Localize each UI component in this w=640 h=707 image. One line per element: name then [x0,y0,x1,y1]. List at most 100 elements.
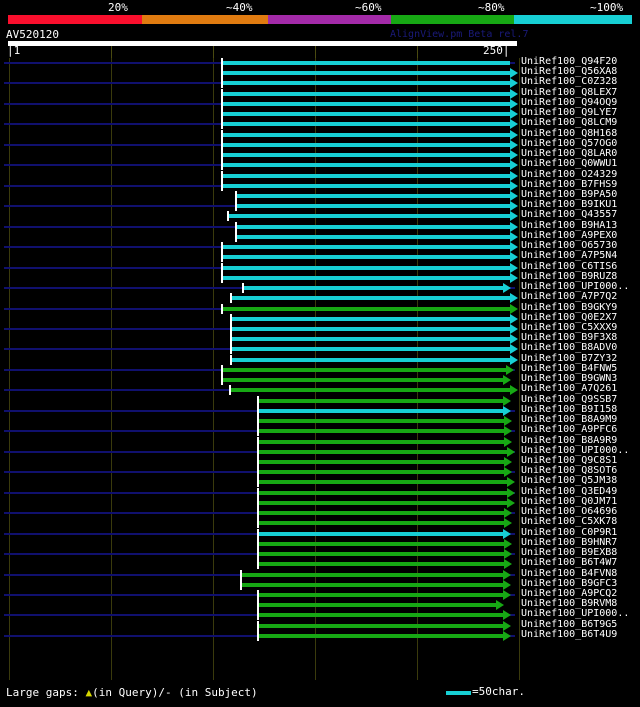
alignment-row[interactable]: UniRef100_B6T9G5 [0,618,640,631]
hsp-bar[interactable] [258,398,503,403]
alignment-row[interactable]: UniRef100_C0P9R1 [0,527,640,539]
hit-label[interactable]: UniRef100_B7ZY32 [521,352,618,364]
hit-label[interactable]: UniRef100_B4FVN8 [521,567,618,579]
hit-label[interactable]: UniRef100_B9F3X8 [521,332,618,344]
hit-label[interactable]: UniRef100_Q3ED49 [521,485,618,497]
hsp-bar[interactable] [258,429,504,434]
hit-label[interactable]: UniRef100_B6T9G5 [521,618,618,630]
alignment-row[interactable]: UniRef100_C5XK78 [0,516,640,529]
hsp-bar[interactable] [258,459,504,464]
hsp-bar[interactable] [222,101,510,106]
hsp-bar[interactable] [222,306,510,311]
hit-label[interactable]: UniRef100_C6TIS6 [521,260,618,272]
hsp-bar[interactable] [222,91,510,96]
alignment-row[interactable]: UniRef100_B4FNW5 [0,362,640,375]
alignment-row[interactable]: UniRef100_B9I158 [0,403,640,416]
hsp-bar[interactable] [231,357,510,362]
alignment-row[interactable]: UniRef100_C5XXX9 [0,322,640,334]
alignment-row[interactable]: UniRef100_A7P7Q2 [0,291,640,304]
hsp-bar[interactable] [258,490,507,495]
hit-label[interactable]: UniRef100_Q8LCM9 [521,117,618,129]
hit-label[interactable]: UniRef100_B9I158 [521,403,618,415]
hit-label[interactable]: UniRef100_Q57OG0 [521,137,618,149]
hsp-bar[interactable] [222,245,510,250]
hit-label[interactable]: UniRef100_A9PCQ2 [521,587,618,599]
hit-label[interactable]: UniRef100_Q9LYE7 [521,107,618,119]
alignment-row[interactable]: UniRef100_B9PA50 [0,189,640,201]
alignment-row[interactable]: UniRef100_Q5JM38 [0,475,640,488]
hit-label[interactable]: UniRef100_UPI000.. [521,444,630,456]
hsp-bar[interactable] [222,71,510,76]
hsp-bar[interactable] [258,613,503,618]
hsp-bar[interactable] [222,367,506,372]
alignment-row[interactable]: UniRef100_Q94OQ9 [0,97,640,109]
hit-label[interactable]: UniRef100_B9EXB8 [521,547,618,559]
alignment-row[interactable]: UniRef100_O64696 [0,506,640,519]
hsp-bar[interactable] [258,562,504,567]
hit-label[interactable]: UniRef100_B7FHS9 [521,178,618,190]
hsp-bar[interactable] [258,623,503,628]
alignment-row[interactable]: UniRef100_B7FHS9 [0,178,640,191]
hsp-bar[interactable] [222,142,510,147]
alignment-row[interactable]: UniRef100_B9EXB8 [0,547,640,560]
alignment-row[interactable]: UniRef100_A9PCQ2 [0,587,640,600]
alignment-row[interactable]: UniRef100_Q8LCM9 [0,117,640,130]
alignment-row[interactable]: UniRef100_Q0E2X7 [0,312,640,324]
alignment-row[interactable]: UniRef100_B8A9R9 [0,435,640,447]
hit-label[interactable]: UniRef100_O64696 [521,506,618,518]
hit-label[interactable]: UniRef100_A7Q261 [521,383,618,395]
hsp-bar[interactable] [222,163,510,168]
alignment-row[interactable]: UniRef100_Q3ED49 [0,485,640,498]
hit-label[interactable]: UniRef100_A7P7Q2 [521,291,618,303]
hit-label[interactable]: UniRef100_Q5JM38 [521,475,618,487]
hit-label[interactable]: UniRef100_UPI000.. [521,281,630,293]
hsp-bar[interactable] [222,132,510,137]
hsp-bar[interactable] [241,582,503,587]
alignment-row[interactable]: UniRef100_B6T4U9 [0,628,640,641]
hsp-bar[interactable] [258,419,504,424]
alignment-row[interactable]: UniRef100_B6T4W7 [0,557,640,570]
hsp-bar[interactable] [222,81,510,86]
hsp-bar[interactable] [258,521,504,526]
hit-label[interactable]: UniRef100_B9HNR7 [521,536,618,548]
alignment-row[interactable]: UniRef100_Q8H168 [0,127,640,140]
alignment-row[interactable]: UniRef100_B7ZY32 [0,352,640,365]
alignment-row[interactable]: UniRef100_Q8SOT6 [0,465,640,478]
hsp-bar[interactable] [258,603,496,608]
hsp-bar[interactable] [236,193,510,198]
hsp-bar[interactable] [258,480,507,485]
hit-label[interactable]: UniRef100_B4FNW5 [521,362,618,374]
hit-label[interactable]: UniRef100_B9HA13 [521,219,618,231]
hsp-bar[interactable] [241,572,503,577]
hsp-bar[interactable] [222,112,510,117]
alignment-row[interactable]: UniRef100_Q43557 [0,209,640,222]
hsp-bar[interactable] [258,511,504,516]
hsp-bar[interactable] [258,500,507,505]
hit-label[interactable]: UniRef100_B8ADV0 [521,342,618,354]
hsp-bar[interactable] [258,449,507,454]
hsp-bar[interactable] [222,61,510,65]
hsp-bar[interactable] [243,286,503,291]
hsp-bar[interactable] [236,224,510,229]
hit-label[interactable]: UniRef100_Q8H168 [521,127,618,139]
alignment-row[interactable]: UniRef100_B9GFC3 [0,578,640,590]
alignment-row[interactable]: UniRef100_B9GKY9 [0,302,640,314]
hsp-bar[interactable] [236,234,510,239]
hit-label[interactable]: UniRef100_B6T4U9 [521,628,618,640]
hit-label[interactable]: UniRef100_Q8LEX7 [521,86,618,98]
alignment-row[interactable]: UniRef100_O65730 [0,240,640,253]
hit-label[interactable]: UniRef100_Q9SSB7 [521,393,618,405]
hsp-bar[interactable] [258,408,503,413]
alignment-row[interactable]: UniRef100_B9F3X8 [0,332,640,345]
alignment-row[interactable]: UniRef100_Q9LYE7 [0,107,640,120]
hit-label[interactable]: UniRef100_O65730 [521,240,618,252]
hit-label[interactable]: UniRef100_B8A9M9 [521,414,618,426]
hit-label[interactable]: UniRef100_Q56XA8 [521,66,618,78]
hsp-bar[interactable] [230,388,510,393]
hsp-bar[interactable] [222,153,510,158]
alignment-row[interactable]: UniRef100_Q9SSB7 [0,393,640,406]
alignment-row[interactable]: UniRef100_B9RUZ8 [0,271,640,283]
hsp-bar[interactable] [222,378,503,383]
alignment-row[interactable]: UniRef100_UPI000.. [0,281,640,294]
hsp-bar[interactable] [222,255,510,260]
